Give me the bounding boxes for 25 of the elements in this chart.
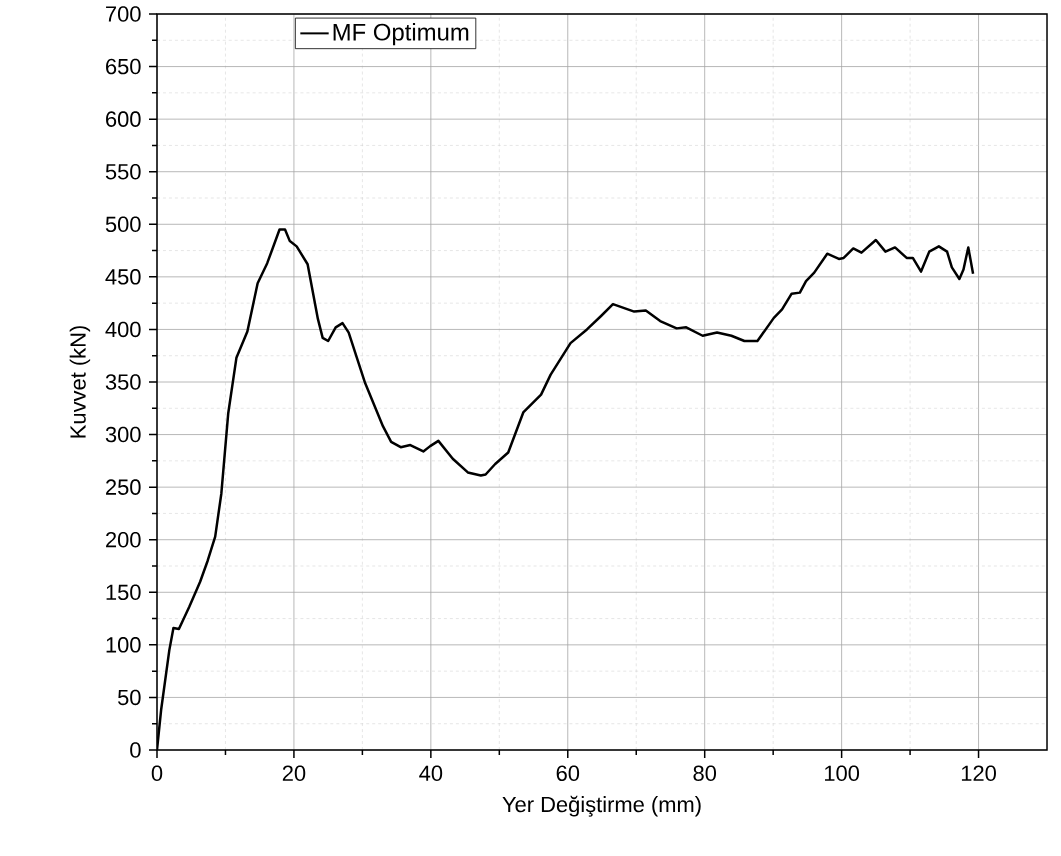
x-tick-label: 80 [693, 765, 717, 782]
y-tick-label: 300 [105, 426, 141, 443]
y-axis-title: Kuvvet (kN) [69, 326, 91, 438]
y-tick-label: 500 [105, 216, 141, 233]
x-tick-label: 100 [825, 765, 860, 782]
y-tick-label: 350 [105, 374, 141, 390]
x-tick-label: 0 [151, 765, 163, 782]
x-tick-label: 120 [961, 765, 996, 782]
x-tick-label: 20 [282, 765, 306, 782]
y-tick-label: 600 [106, 111, 141, 127]
y-tick-label: 700 [106, 6, 141, 22]
x-axis-title: Yer Değiştirme (mm) [502, 795, 701, 817]
y-tick-label: 550 [105, 163, 141, 180]
x-tick-label: 40 [419, 765, 443, 782]
y-tick-label: 150 [106, 584, 141, 601]
y-tick-label: 200 [106, 531, 141, 548]
y-tick-label: 650 [106, 58, 141, 75]
y-tick-label: 100 [106, 637, 141, 653]
y-tick-label: 0 [130, 742, 141, 758]
legend-label: MF Optimum [333, 23, 469, 46]
y-tick-label: 50 [117, 689, 141, 706]
y-tick-label: 400 [105, 321, 141, 338]
y-tick-label: 450 [105, 269, 141, 285]
x-tick-label: 60 [556, 765, 580, 782]
y-tick-label: 250 [106, 479, 141, 495]
